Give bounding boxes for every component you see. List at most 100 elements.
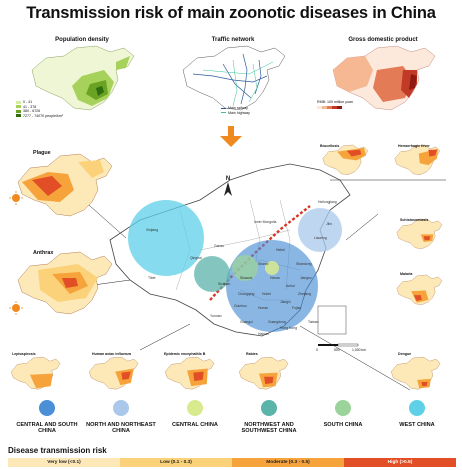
highway-label: Main highway xyxy=(228,110,250,115)
risk-high: High (>0.5) xyxy=(344,458,456,467)
northwest-southwest-circle xyxy=(194,256,230,292)
north-northeast-circle xyxy=(298,208,342,252)
traffic-network-legend: Main railway Main highway xyxy=(221,106,250,115)
risk-legend-bar: Very low (<0.1) Low (0.1 - 0.3) Moderate… xyxy=(8,458,456,467)
railway-swatch xyxy=(221,107,226,109)
label-chongqing: Chongqing xyxy=(238,292,255,296)
north-arrow-icon xyxy=(224,182,232,196)
region-legend-item: WEST CHINA xyxy=(380,400,454,428)
north-arrow-label: N xyxy=(225,176,231,182)
risk-low: Low (0.1 - 0.3) xyxy=(120,458,232,467)
schistosomiasis-map xyxy=(396,218,443,249)
label-jiangxi: Jiangxi xyxy=(280,300,291,304)
label-shaanxi: Shaanxi xyxy=(240,276,253,280)
rabies-map xyxy=(239,356,289,390)
plague-label: Plague xyxy=(33,150,51,156)
gdp-swatch-4 xyxy=(337,105,342,109)
avian-label: Human avian influenza xyxy=(92,352,131,356)
label-henan: Henan xyxy=(270,276,280,280)
leptospirosis-map xyxy=(11,356,61,390)
lepto-label: Leptospirosis xyxy=(12,352,36,356)
label-gansu: Gansu xyxy=(214,244,224,248)
traffic-network-map xyxy=(182,45,286,111)
population-density-legend: 0 - 41 41 - 378 380 - 6726 7277 - 74070 … xyxy=(16,100,63,118)
legend-swatch-1 xyxy=(16,105,21,109)
central-china-circle xyxy=(265,261,279,275)
west-china-circle xyxy=(128,200,204,276)
label-hainan: Hainan xyxy=(258,332,269,336)
anthrax-label: Anthrax xyxy=(33,250,54,256)
label-anhui: Anhui xyxy=(286,284,295,288)
scale-bar xyxy=(318,343,359,347)
legend-swatch-3 xyxy=(16,114,21,118)
label-hunan: Hunan xyxy=(258,306,268,310)
dengue-label: Dengue xyxy=(398,352,412,356)
label-sichuan: Sichuan xyxy=(218,282,231,286)
malaria-label: Malaria xyxy=(400,272,413,276)
risk-legend-title: Disease transmission risk xyxy=(8,446,107,455)
je-label: Epidemic encephalitis B xyxy=(164,352,206,356)
traffic-network-panel: Traffic network Main railway Main highwa… xyxy=(163,37,303,120)
label-yunnan: Yunnan xyxy=(210,314,222,318)
scale-label-0: 0 xyxy=(316,348,318,352)
south-china-sea-inset xyxy=(317,305,347,335)
plague-sun-icon xyxy=(9,191,23,205)
gdp-swatch-1 xyxy=(322,105,327,109)
label-taiwan: Taiwan xyxy=(308,320,319,324)
label-jiangsu: Jiangsu xyxy=(300,276,312,280)
label-heilongjiang: Heilongjiang xyxy=(318,200,337,204)
region-legend-item: NORTHWEST AND SOUTHWEST CHINA xyxy=(232,400,306,435)
region-legend-item: SOUTH CHINA xyxy=(306,400,380,428)
legend-label-2: 380 - 6726 xyxy=(23,109,41,114)
gdp-swatch-0 xyxy=(317,105,322,109)
region-circle-icon xyxy=(261,400,277,416)
region-circle-icon xyxy=(187,400,203,416)
label-inner-mongolia: Inner Mongolia xyxy=(254,220,277,224)
gdp-title: Gross domestic product xyxy=(348,37,418,43)
label-shandong: Shandong xyxy=(296,262,312,266)
legend-label-0: 0 - 41 xyxy=(23,100,33,104)
population-density-map xyxy=(31,45,135,111)
region-legend-label: SOUTH CHINA xyxy=(323,422,363,428)
traffic-network-title: Traffic network xyxy=(211,37,255,43)
region-legend-item: CENTRAL CHINA xyxy=(158,400,232,428)
region-circle-icon xyxy=(335,400,351,416)
region-legend-label: NORTH AND NORTHEAST CHINA xyxy=(86,422,156,435)
label-xinjiang: Xinjiang xyxy=(146,228,159,232)
railway-label: Main railway xyxy=(228,106,248,110)
label-hebei: Hebei xyxy=(276,248,285,252)
label-tibet: Tibet xyxy=(148,276,156,280)
label-liaoning: Liaoning xyxy=(314,236,327,240)
region-legend-label: WEST CHINA xyxy=(399,422,435,428)
down-arrow-icon xyxy=(220,126,242,147)
highway-swatch xyxy=(221,112,226,114)
risk-moderate: Moderate (0.3 - 0.5) xyxy=(232,458,344,467)
label-hubei: Hubei xyxy=(262,292,271,296)
gdp-swatch-3 xyxy=(332,105,337,109)
figure-title: Transmission risk of main zoonotic disea… xyxy=(26,4,436,22)
gdp-panel: Gross domestic product RMB: 100 million … xyxy=(313,37,453,120)
legend-label-3: 7277 - 74070 people/km² xyxy=(23,113,63,118)
scale-label-500: 500 xyxy=(334,348,340,352)
legend-swatch-0 xyxy=(16,100,21,104)
region-circle-icon xyxy=(113,400,129,416)
region-circle-icon xyxy=(39,400,55,416)
gdp-legend: RMB: 100 million yuan xyxy=(317,100,353,109)
south-china-circle xyxy=(232,255,258,281)
region-legend-label: NORTHWEST AND SOUTHWEST CHINA xyxy=(241,422,297,435)
hemorrhagic-fever-map xyxy=(394,144,441,175)
region-legend-item: NORTH AND NORTHEAST CHINA xyxy=(84,400,158,435)
label-hong-kong: Hong Kong xyxy=(280,326,297,330)
region-legend-item: CENTRAL AND SOUTH CHINA xyxy=(10,400,84,435)
gdp-swatch-2 xyxy=(327,105,332,109)
malaria-map xyxy=(396,274,443,305)
avian-influenza-map xyxy=(89,356,139,390)
anthrax-map xyxy=(17,251,113,315)
region-circle-icon xyxy=(409,400,425,416)
risk-very-low: Very low (<0.1) xyxy=(8,458,120,467)
label-guangxi: Guangxi xyxy=(240,320,253,324)
plague-map xyxy=(17,153,113,217)
scale-label-1000: 1,000 km xyxy=(352,348,366,352)
label-fujian: Fujian xyxy=(292,306,302,310)
label-zhejiang: Zhejiang xyxy=(298,292,312,296)
